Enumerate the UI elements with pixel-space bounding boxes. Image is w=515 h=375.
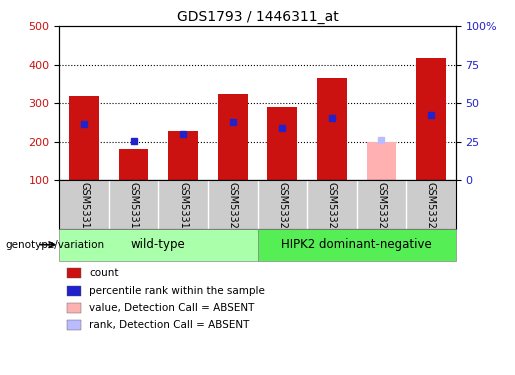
Bar xyxy=(258,229,456,261)
Bar xyxy=(317,78,347,180)
Text: HIPK2 dominant-negative: HIPK2 dominant-negative xyxy=(281,238,432,251)
Bar xyxy=(218,94,248,180)
Bar xyxy=(118,149,148,180)
Bar xyxy=(67,303,81,313)
Text: GSM53323: GSM53323 xyxy=(376,183,386,236)
Text: GSM53321: GSM53321 xyxy=(277,183,287,236)
Text: count: count xyxy=(89,268,118,279)
Bar xyxy=(59,229,258,261)
Text: percentile rank within the sample: percentile rank within the sample xyxy=(89,285,265,296)
Text: wild-type: wild-type xyxy=(131,238,186,251)
Bar xyxy=(69,96,99,180)
Text: genotype/variation: genotype/variation xyxy=(5,240,104,250)
Bar xyxy=(267,107,297,180)
Text: value, Detection Call = ABSENT: value, Detection Call = ABSENT xyxy=(89,303,254,313)
Bar xyxy=(67,320,81,330)
Bar xyxy=(416,58,446,180)
Bar xyxy=(168,131,198,180)
Title: GDS1793 / 1446311_at: GDS1793 / 1446311_at xyxy=(177,10,338,24)
Text: GSM53320: GSM53320 xyxy=(228,183,238,236)
Text: GSM53322: GSM53322 xyxy=(327,183,337,236)
Bar xyxy=(67,286,81,296)
Text: GSM53317: GSM53317 xyxy=(79,183,89,236)
Text: GSM53324: GSM53324 xyxy=(426,183,436,236)
Bar xyxy=(367,142,396,180)
Bar xyxy=(67,268,81,278)
Text: GSM53319: GSM53319 xyxy=(178,183,188,236)
Text: GSM53318: GSM53318 xyxy=(129,183,139,236)
Text: rank, Detection Call = ABSENT: rank, Detection Call = ABSENT xyxy=(89,320,249,330)
